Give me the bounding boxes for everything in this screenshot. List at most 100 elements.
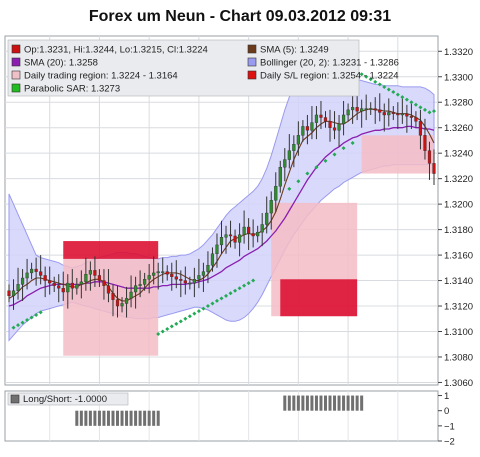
- candle-body: [360, 108, 364, 112]
- y-tick-label: 1.3300: [444, 72, 473, 83]
- long-short-bar: [283, 395, 287, 411]
- candle-body: [48, 280, 52, 284]
- y-tick-label: 1.3100: [444, 327, 473, 338]
- sar-point: [210, 301, 215, 306]
- candle-body: [396, 113, 400, 116]
- sar-point: [192, 311, 197, 316]
- y-tick-label: 1.3140: [444, 276, 473, 287]
- sar-point: [242, 283, 247, 288]
- long-short-bar: [342, 395, 346, 411]
- sar-point: [169, 324, 174, 329]
- sar-points: [11, 69, 436, 337]
- sar-point: [160, 329, 165, 334]
- long-short-bar: [134, 410, 138, 426]
- long-short-bar: [102, 410, 106, 426]
- candle-body: [152, 272, 156, 276]
- candle-body: [369, 108, 373, 110]
- sar-point: [187, 314, 192, 319]
- sar-point: [350, 140, 355, 145]
- sar-point: [287, 186, 292, 191]
- sub-y-tick-label: −1: [444, 421, 455, 432]
- sar-point: [368, 77, 373, 82]
- sar-point: [174, 321, 179, 326]
- candle-body: [206, 265, 210, 272]
- legend-label: SMA (20): 1.3258: [24, 58, 98, 69]
- candle-body: [25, 272, 29, 279]
- legend-swatch: [11, 44, 21, 54]
- sar-point: [246, 281, 251, 286]
- candle-body: [337, 123, 341, 131]
- legend-swatch: [11, 83, 21, 93]
- candle-body: [260, 224, 264, 233]
- candle-body: [332, 127, 337, 131]
- candle-body: [278, 166, 282, 187]
- sar-point: [219, 296, 224, 301]
- candle-body: [138, 284, 142, 286]
- long-short-bar: [287, 395, 291, 411]
- candle-body: [351, 107, 355, 111]
- sar-point: [332, 152, 337, 157]
- long-short-bar: [152, 410, 156, 426]
- candle-body: [418, 121, 423, 136]
- candle-body: [405, 113, 409, 117]
- sar-point: [314, 165, 319, 170]
- sar-point: [391, 90, 396, 95]
- candle-body: [93, 270, 97, 276]
- y-tick-label: 1.3280: [444, 98, 473, 109]
- candle-body: [52, 282, 56, 286]
- candle-body: [247, 226, 251, 234]
- sar-point: [422, 107, 427, 112]
- candle-body: [61, 287, 65, 293]
- sar-point: [233, 288, 238, 293]
- candle-body: [39, 271, 43, 276]
- sar-point: [404, 97, 409, 102]
- legend-swatch: [11, 57, 21, 67]
- candle-body: [143, 279, 147, 285]
- y-tick-label: 1.3200: [444, 200, 473, 211]
- sar-point: [400, 95, 405, 100]
- candle-body: [57, 285, 61, 289]
- candle-body: [427, 150, 432, 164]
- candle-body: [310, 122, 314, 131]
- candle-body: [179, 279, 183, 281]
- long-short-bar: [125, 410, 129, 426]
- candle-body: [251, 233, 255, 237]
- long-short-bar: [106, 410, 110, 426]
- sar-point: [224, 293, 229, 298]
- candle-body: [373, 108, 377, 111]
- candle-body: [296, 135, 300, 145]
- sar-point: [178, 319, 183, 324]
- long-short-bar: [143, 410, 147, 426]
- sar-point: [214, 298, 219, 303]
- candle-body: [197, 275, 201, 280]
- long-short-bar: [346, 395, 350, 411]
- long-short-bar: [360, 395, 364, 411]
- sub-y-tick-label: −2: [444, 437, 455, 448]
- sar-point: [382, 84, 387, 89]
- candle-body: [314, 114, 319, 123]
- candle-body: [391, 112, 395, 114]
- candle-body: [414, 117, 418, 122]
- long-short-bar: [79, 410, 83, 426]
- legend-box: [7, 39, 360, 97]
- long-short-bar: [129, 410, 133, 426]
- y-tick-label: 1.3120: [444, 302, 473, 313]
- candle-body: [102, 280, 106, 286]
- legend-swatch: [11, 70, 21, 80]
- candle-body: [30, 268, 34, 274]
- candle-body: [269, 200, 273, 214]
- sub-y-tick-label: 0: [444, 406, 449, 417]
- sar-point: [409, 100, 414, 105]
- long-short-bar: [351, 395, 355, 411]
- sar-point: [305, 171, 310, 176]
- candle-body: [387, 112, 391, 116]
- long-short-bar: [93, 410, 97, 426]
- daily-trading-region: [63, 258, 159, 356]
- long-short-bar: [156, 410, 160, 426]
- candle-body: [301, 126, 305, 136]
- candle-body: [219, 237, 224, 246]
- long-short-bar: [337, 395, 341, 411]
- y-tick-label: 1.3240: [444, 149, 473, 160]
